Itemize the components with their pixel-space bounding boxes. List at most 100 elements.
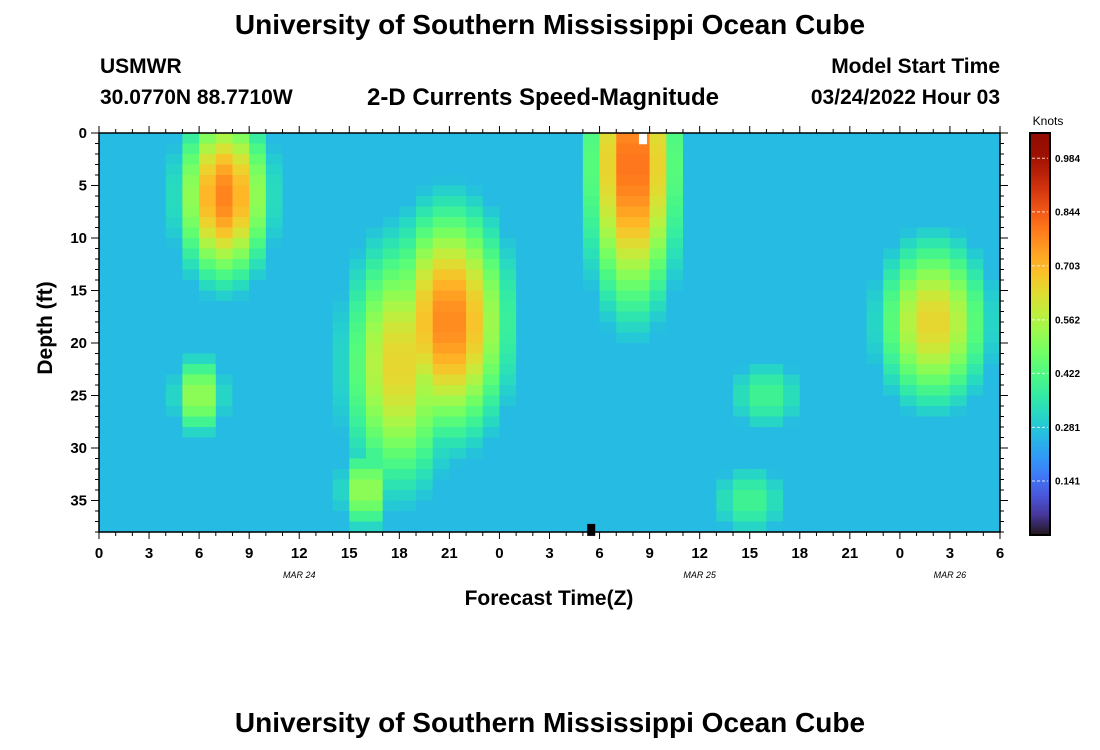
heatmap-cell <box>716 511 734 523</box>
heatmap-cell <box>749 206 768 218</box>
heatmap-cell <box>699 311 717 323</box>
heatmap-cell <box>99 353 117 365</box>
heatmap-cell <box>115 500 133 512</box>
heatmap-cell <box>365 154 384 166</box>
heatmap-cell <box>149 185 167 197</box>
heatmap-cell <box>299 479 317 491</box>
heatmap-cell <box>449 269 467 281</box>
heatmap-cell <box>215 154 234 166</box>
heatmap-cell <box>466 521 484 533</box>
heatmap-cell <box>432 217 450 229</box>
y-tick-label: 25 <box>70 388 87 405</box>
heatmap-cell <box>499 196 517 208</box>
heatmap-cell <box>532 196 551 208</box>
heatmap-cell <box>365 395 384 407</box>
heatmap-cell <box>566 374 584 386</box>
heatmap-cell <box>532 259 551 271</box>
heatmap-cell <box>299 311 317 323</box>
heatmap-cell <box>199 280 217 292</box>
heatmap-cell <box>449 490 467 502</box>
heatmap-cell <box>766 301 784 313</box>
heatmap-cell <box>132 437 150 449</box>
heatmap-cell <box>282 311 300 323</box>
heatmap-cell <box>499 248 517 260</box>
heatmap-cell <box>933 217 951 229</box>
heatmap-cell <box>516 343 534 355</box>
heatmap-cell <box>165 479 184 491</box>
heatmap-cell <box>916 427 934 439</box>
heatmap-cell <box>99 217 117 229</box>
heatmap-cell <box>733 521 751 533</box>
x-tick-label: 18 <box>791 545 808 562</box>
heatmap-cell <box>499 416 517 428</box>
heatmap-cell <box>332 437 350 449</box>
heatmap-cell <box>349 259 367 271</box>
heatmap-cell <box>816 353 834 365</box>
heatmap-cell <box>265 364 284 376</box>
heatmap-cell <box>582 406 601 418</box>
heatmap-cell <box>649 196 667 208</box>
heatmap-cell <box>916 374 934 386</box>
heatmap-cell <box>499 311 517 323</box>
heatmap-cell <box>199 322 217 334</box>
heatmap-cell <box>766 511 784 523</box>
heatmap-cell <box>232 395 250 407</box>
heatmap-cell <box>265 164 284 176</box>
heatmap-cell <box>365 301 384 313</box>
heatmap-cell <box>983 217 1001 229</box>
heatmap-cell <box>315 322 334 334</box>
heatmap-cell <box>933 164 951 176</box>
heatmap-cell <box>899 511 918 523</box>
heatmap-cell <box>349 385 367 397</box>
heatmap-cell <box>916 301 934 313</box>
heatmap-cell <box>149 206 167 218</box>
heatmap-cell <box>899 217 918 229</box>
heatmap-cell <box>299 185 317 197</box>
heatmap-cell <box>282 227 300 239</box>
heatmap-cell <box>833 395 851 407</box>
heatmap-cell <box>616 406 634 418</box>
heatmap-cell <box>632 490 651 502</box>
heatmap-cell <box>382 343 400 355</box>
heatmap-cell <box>866 416 884 428</box>
heatmap-cell <box>799 458 818 470</box>
heatmap-cell <box>182 469 200 481</box>
heatmap-cell <box>733 406 751 418</box>
heatmap-cell <box>632 511 651 523</box>
heatmap-cell <box>733 479 751 491</box>
heatmap-cell <box>299 416 317 428</box>
heatmap-cell <box>582 364 601 376</box>
heatmap-cell <box>933 385 951 397</box>
heatmap-cell <box>416 385 434 397</box>
heatmap-cell <box>682 185 701 197</box>
heatmap-cell <box>749 364 768 376</box>
heatmap-cell <box>165 416 184 428</box>
heatmap-cell <box>199 269 217 281</box>
heatmap-cell <box>466 227 484 239</box>
heatmap-cell <box>115 206 133 218</box>
heatmap-cell <box>549 238 567 250</box>
heatmap-cell <box>766 437 784 449</box>
heatmap-cell <box>199 164 217 176</box>
heatmap-cell <box>249 395 267 407</box>
heatmap-cell <box>115 427 133 439</box>
heatmap-cell <box>783 374 801 386</box>
heatmap-cell <box>933 269 951 281</box>
heatmap-cell <box>816 301 834 313</box>
heatmap-cell <box>933 154 951 166</box>
heatmap-cell <box>766 500 784 512</box>
heatmap-cell <box>232 280 250 292</box>
heatmap-cell <box>215 238 234 250</box>
heatmap-cell <box>282 448 300 460</box>
heatmap-cell <box>232 196 250 208</box>
heatmap-cell <box>783 133 801 145</box>
heatmap-cell <box>165 437 184 449</box>
heatmap-cell <box>783 269 801 281</box>
heatmap-cell <box>532 322 551 334</box>
heatmap-cell <box>516 490 534 502</box>
heatmap-cell <box>616 269 634 281</box>
heatmap-cell <box>165 154 184 166</box>
heatmap-cell <box>599 311 617 323</box>
heatmap-cell <box>416 311 434 323</box>
heatmap-cell <box>883 500 901 512</box>
